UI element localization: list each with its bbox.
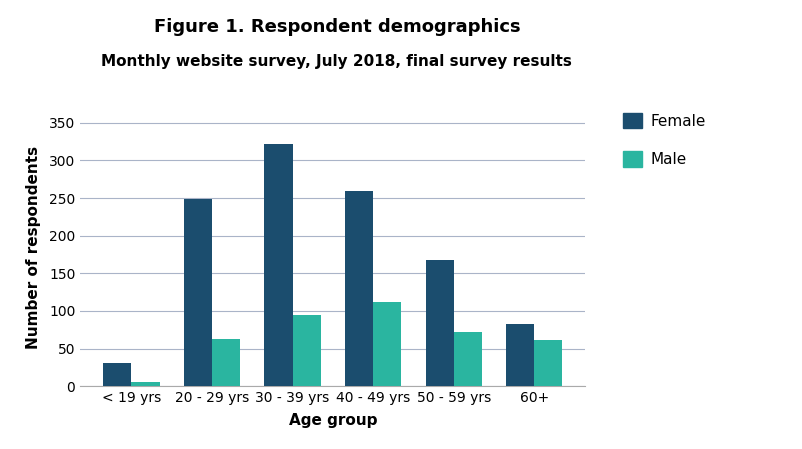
Bar xyxy=(293,315,321,386)
Bar xyxy=(426,260,454,386)
Bar xyxy=(506,325,534,386)
X-axis label: Age group: Age group xyxy=(289,414,377,428)
Legend: Female, Male: Female, Male xyxy=(618,106,712,173)
Bar xyxy=(265,144,293,386)
Text: Figure 1. Respondent demographics: Figure 1. Respondent demographics xyxy=(153,18,520,36)
Bar xyxy=(103,363,132,386)
Bar xyxy=(345,191,373,386)
Text: Monthly website survey, July 2018, final survey results: Monthly website survey, July 2018, final… xyxy=(101,54,573,69)
Bar xyxy=(132,382,160,386)
Y-axis label: Number of respondents: Number of respondents xyxy=(26,145,41,348)
Bar xyxy=(454,332,482,386)
Bar xyxy=(184,199,212,386)
Bar xyxy=(534,340,562,386)
Bar xyxy=(373,302,401,386)
Bar xyxy=(212,339,240,386)
